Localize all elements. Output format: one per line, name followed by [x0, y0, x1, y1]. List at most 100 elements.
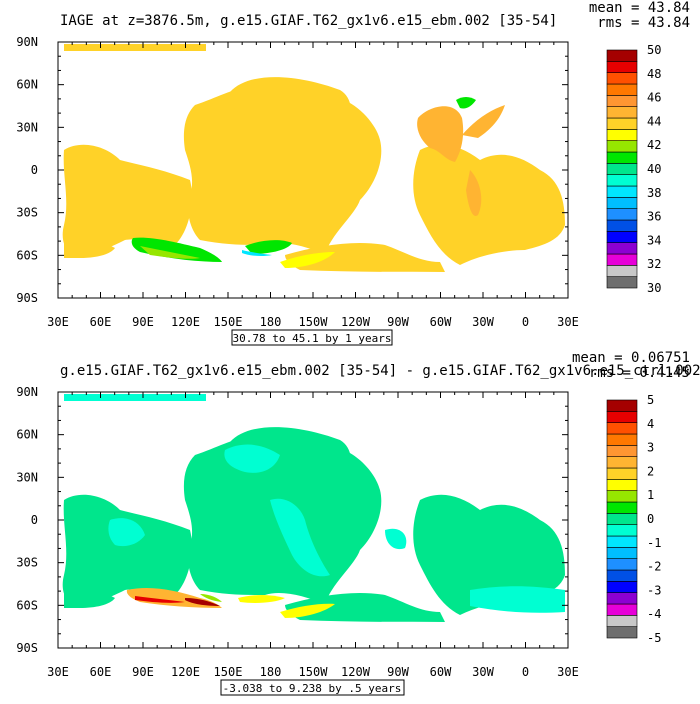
x-tick-label: 60E [90, 315, 112, 329]
field-green-labrador [456, 97, 476, 109]
x-tick-label: 90W [387, 315, 409, 329]
colorbar-label: 40 [647, 162, 661, 176]
field-atlantic [413, 144, 565, 265]
colorbar-label: 4 [647, 417, 654, 431]
field-arctic-strip [64, 394, 206, 401]
colorbar-swatch [606, 467, 638, 480]
colorbar-label: -5 [647, 631, 661, 645]
field-southern-ocean-indian [64, 588, 115, 608]
colorbar-swatch [606, 276, 638, 289]
top-colorbar: 50 48 46 44 42 40 38 36 34 32 30 [606, 43, 661, 295]
y-tick-label: 90N [16, 385, 38, 399]
top-contour-info: 30.78 to 45.1 by 1 years [233, 332, 392, 345]
field-cyan-arabian [108, 518, 145, 547]
bottom-contour-info-box [220, 679, 405, 696]
x-tick-label: 60W [430, 315, 452, 329]
field-yellowgreen-weddell [200, 594, 222, 602]
y-tick-label: 30S [16, 206, 38, 220]
colorbar-swatch [606, 72, 638, 85]
x-tick-label: 180 [260, 665, 282, 679]
top-x-tick-labels: 30E 60E 90E 120E 150E 180 150W 120W 90W 60W 30W 0 30… [47, 315, 579, 329]
colorbar-label: -1 [647, 536, 661, 550]
x-tick-label: 150E [214, 665, 243, 679]
colorbar-swatch [606, 411, 638, 423]
y-tick-label: 30N [16, 470, 38, 484]
field-cyan-caribbean [385, 528, 407, 550]
y-tick-label: 60S [16, 248, 38, 262]
field-arctic-strip [64, 44, 206, 51]
colorbar-swatch [606, 626, 638, 639]
top-panel-rms: rms = 43.84 [597, 15, 690, 31]
colorbar-swatch [606, 547, 638, 559]
y-tick-label: 90S [16, 291, 38, 305]
colorbar-swatch [606, 535, 638, 548]
y-tick-label: 90S [16, 641, 38, 655]
field-yellowgreen-patch [140, 246, 200, 259]
top-y-tick-labels: 90N 60N 30N 0 30S 60S 90S [16, 35, 38, 305]
colorbar-label: 1 [647, 488, 654, 502]
colorbar-swatch [606, 185, 638, 198]
colorbar-swatch [606, 197, 638, 209]
colorbar-label: 30 [647, 281, 661, 295]
colorbar-label: 42 [647, 138, 661, 152]
colorbar-swatch [606, 490, 638, 503]
bottom-x-tick-labels: 30E 60E 90E 120E 150E 180 150W 120W 90W 60W 30W 0 30… [47, 665, 579, 679]
x-tick-label: 90E [132, 315, 154, 329]
x-tick-label: 0 [522, 665, 529, 679]
field-cyan-patch [242, 250, 272, 257]
field-atlantic [413, 494, 565, 615]
colorbar-swatch [606, 456, 638, 469]
colorbar-swatch [606, 433, 638, 446]
field-north-atlantic-orange [462, 105, 505, 138]
x-tick-label: 120E [171, 665, 200, 679]
field-cyan-east-pacific [270, 498, 330, 577]
field-indian-ocean [62, 494, 192, 608]
colorbar-label: 2 [647, 464, 654, 478]
top-axis-ticks [57, 41, 569, 299]
field-cyan-north-pacific [224, 444, 280, 473]
colorbar-label: 48 [647, 67, 661, 81]
y-tick-label: 30N [16, 120, 38, 134]
colorbar-swatch [606, 151, 638, 164]
colorbar-swatch [606, 49, 638, 62]
x-tick-label: 90W [387, 665, 409, 679]
colorbar-label: 3 [647, 441, 654, 455]
colorbar-swatch [606, 603, 638, 616]
colorbar-swatch [606, 219, 638, 232]
bottom-contour-info: -3.038 to 9.238 by .5 years [223, 682, 402, 695]
x-tick-label: 180 [260, 315, 282, 329]
colorbar-label: -4 [647, 607, 661, 621]
colorbar-swatch [606, 61, 638, 73]
colorbar-swatch [606, 501, 638, 514]
top-panel-title: IAGE at z=3876.5m, g.e15.GIAF.T62_gx1v6.… [60, 13, 557, 29]
colorbar-swatch [606, 129, 638, 141]
x-tick-label: 30E [557, 315, 579, 329]
colorbar-label: 36 [647, 210, 661, 224]
field-green-patch-2 [245, 240, 292, 254]
colorbar-swatch [606, 615, 638, 627]
bottom-colorbar: 5 4 3 2 1 0 -1 -2 -3 -4 -5 [606, 393, 661, 645]
colorbar-swatch [606, 253, 638, 266]
colorbar-swatch [606, 140, 638, 153]
y-tick-label: 60N [16, 428, 38, 442]
x-tick-label: 120W [341, 665, 371, 679]
bottom-axis-ticks [57, 391, 569, 649]
field-indian-ocean [62, 144, 192, 258]
bottom-panel-rms: rms = 0.4145 [589, 365, 690, 381]
bottom-panel-mean: mean = 0.06751 [572, 350, 690, 366]
field-green-patch-1 [131, 237, 222, 262]
colorbar-swatch [606, 265, 638, 277]
field-darkred-weddell [185, 598, 220, 606]
top-map-field [62, 44, 565, 272]
x-tick-label: 30E [47, 665, 69, 679]
y-tick-label: 0 [31, 163, 38, 177]
field-red-weddell [135, 596, 185, 603]
colorbar-swatch [606, 399, 638, 412]
colorbar-swatch [606, 106, 638, 119]
field-yellow-amundsen [238, 595, 285, 603]
x-tick-label: 120E [171, 315, 200, 329]
x-tick-label: 150W [299, 315, 329, 329]
x-tick-label: 120W [341, 315, 371, 329]
colorbar-swatch [606, 95, 638, 107]
